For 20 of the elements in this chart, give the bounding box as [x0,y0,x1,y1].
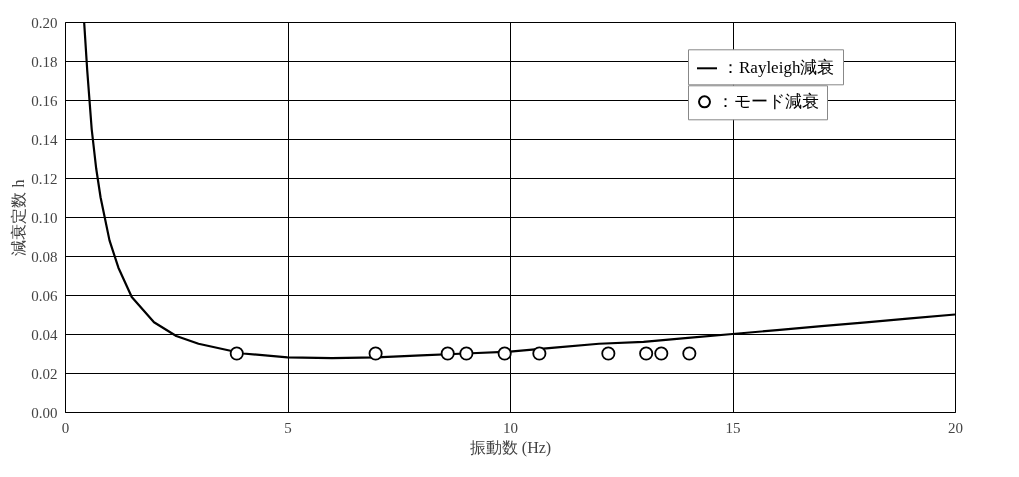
legend-label: ：Rayleigh減衰 [722,58,835,78]
x-tick-label: 10 [503,419,518,436]
x-tick-label: 20 [948,419,963,436]
y-tick-label: 0.14 [31,131,58,148]
x-axis-title: 振動数 (Hz) [469,438,552,457]
y-tick-label: 0.08 [31,248,58,265]
legend-label: ：モード減衰 [717,91,819,111]
y-tick-label: 0.06 [31,287,58,304]
x-tick-label: 15 [725,419,741,436]
y-tick-label: 0.12 [31,170,58,187]
y-tick-label: 0.18 [31,53,58,70]
y-tick-label: 0.02 [31,365,58,382]
x-tick-label: 5 [284,419,292,436]
y-axis-title: 減衰定数 h [10,179,28,256]
y-tick-label: 0.04 [31,326,58,343]
y-tick-label: 0.00 [31,404,58,421]
y-tick-label: 0.10 [31,209,58,226]
x-tick-label: 0 [61,419,70,436]
y-tick-label: 0.16 [31,92,58,109]
y-tick-label: 0.20 [31,14,58,31]
